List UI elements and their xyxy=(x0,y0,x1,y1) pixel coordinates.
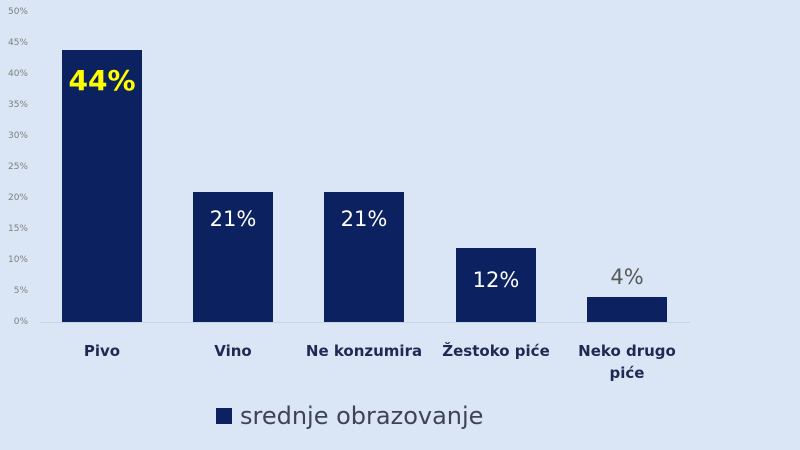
value-label-vino: 21% xyxy=(209,207,257,231)
category-label-pivo: Pivo xyxy=(83,342,121,360)
value-label-zestoko-pice: 12% xyxy=(472,268,520,292)
y-tick-0: 0% xyxy=(13,317,28,327)
y-tick-5: 5% xyxy=(13,286,28,296)
category-label-neko-drugo-pice: Neko drugo piće xyxy=(562,340,692,384)
y-tick-15: 15% xyxy=(7,224,28,234)
bar-vino xyxy=(193,192,273,322)
y-tick-45: 45% xyxy=(7,38,28,48)
y-tick-20: 20% xyxy=(7,193,28,203)
category-label-line2: piće xyxy=(609,364,645,382)
y-tick-25: 25% xyxy=(7,162,28,172)
value-label-ne-konzumira: 21% xyxy=(340,207,388,231)
category-label-zestoko-pice: Žestoko piće xyxy=(442,342,550,360)
legend-label: srednje obrazovanje xyxy=(240,402,484,430)
y-tick-30: 30% xyxy=(7,131,28,141)
category-label-vino: Vino xyxy=(214,342,252,360)
category-label-line1: Neko drugo xyxy=(578,342,676,360)
y-tick-10: 10% xyxy=(7,255,28,265)
category-label-ne-konzumira: Ne konzumira xyxy=(305,342,423,360)
value-label-neko-drugo-pice: 4% xyxy=(610,265,644,289)
y-tick-50: 50% xyxy=(7,7,28,17)
y-tick-35: 35% xyxy=(7,100,28,110)
bar-zestoko-pice xyxy=(456,248,536,322)
x-axis-line xyxy=(40,322,690,323)
value-label-pivo: 44% xyxy=(68,64,136,97)
legend: srednje obrazovanje xyxy=(216,402,483,430)
bar-neko-drugo-pice xyxy=(587,297,667,322)
bar-pivo xyxy=(62,50,142,322)
legend-swatch-icon xyxy=(216,408,232,424)
bar-ne-konzumira xyxy=(324,192,404,322)
y-tick-40: 40% xyxy=(7,69,28,79)
